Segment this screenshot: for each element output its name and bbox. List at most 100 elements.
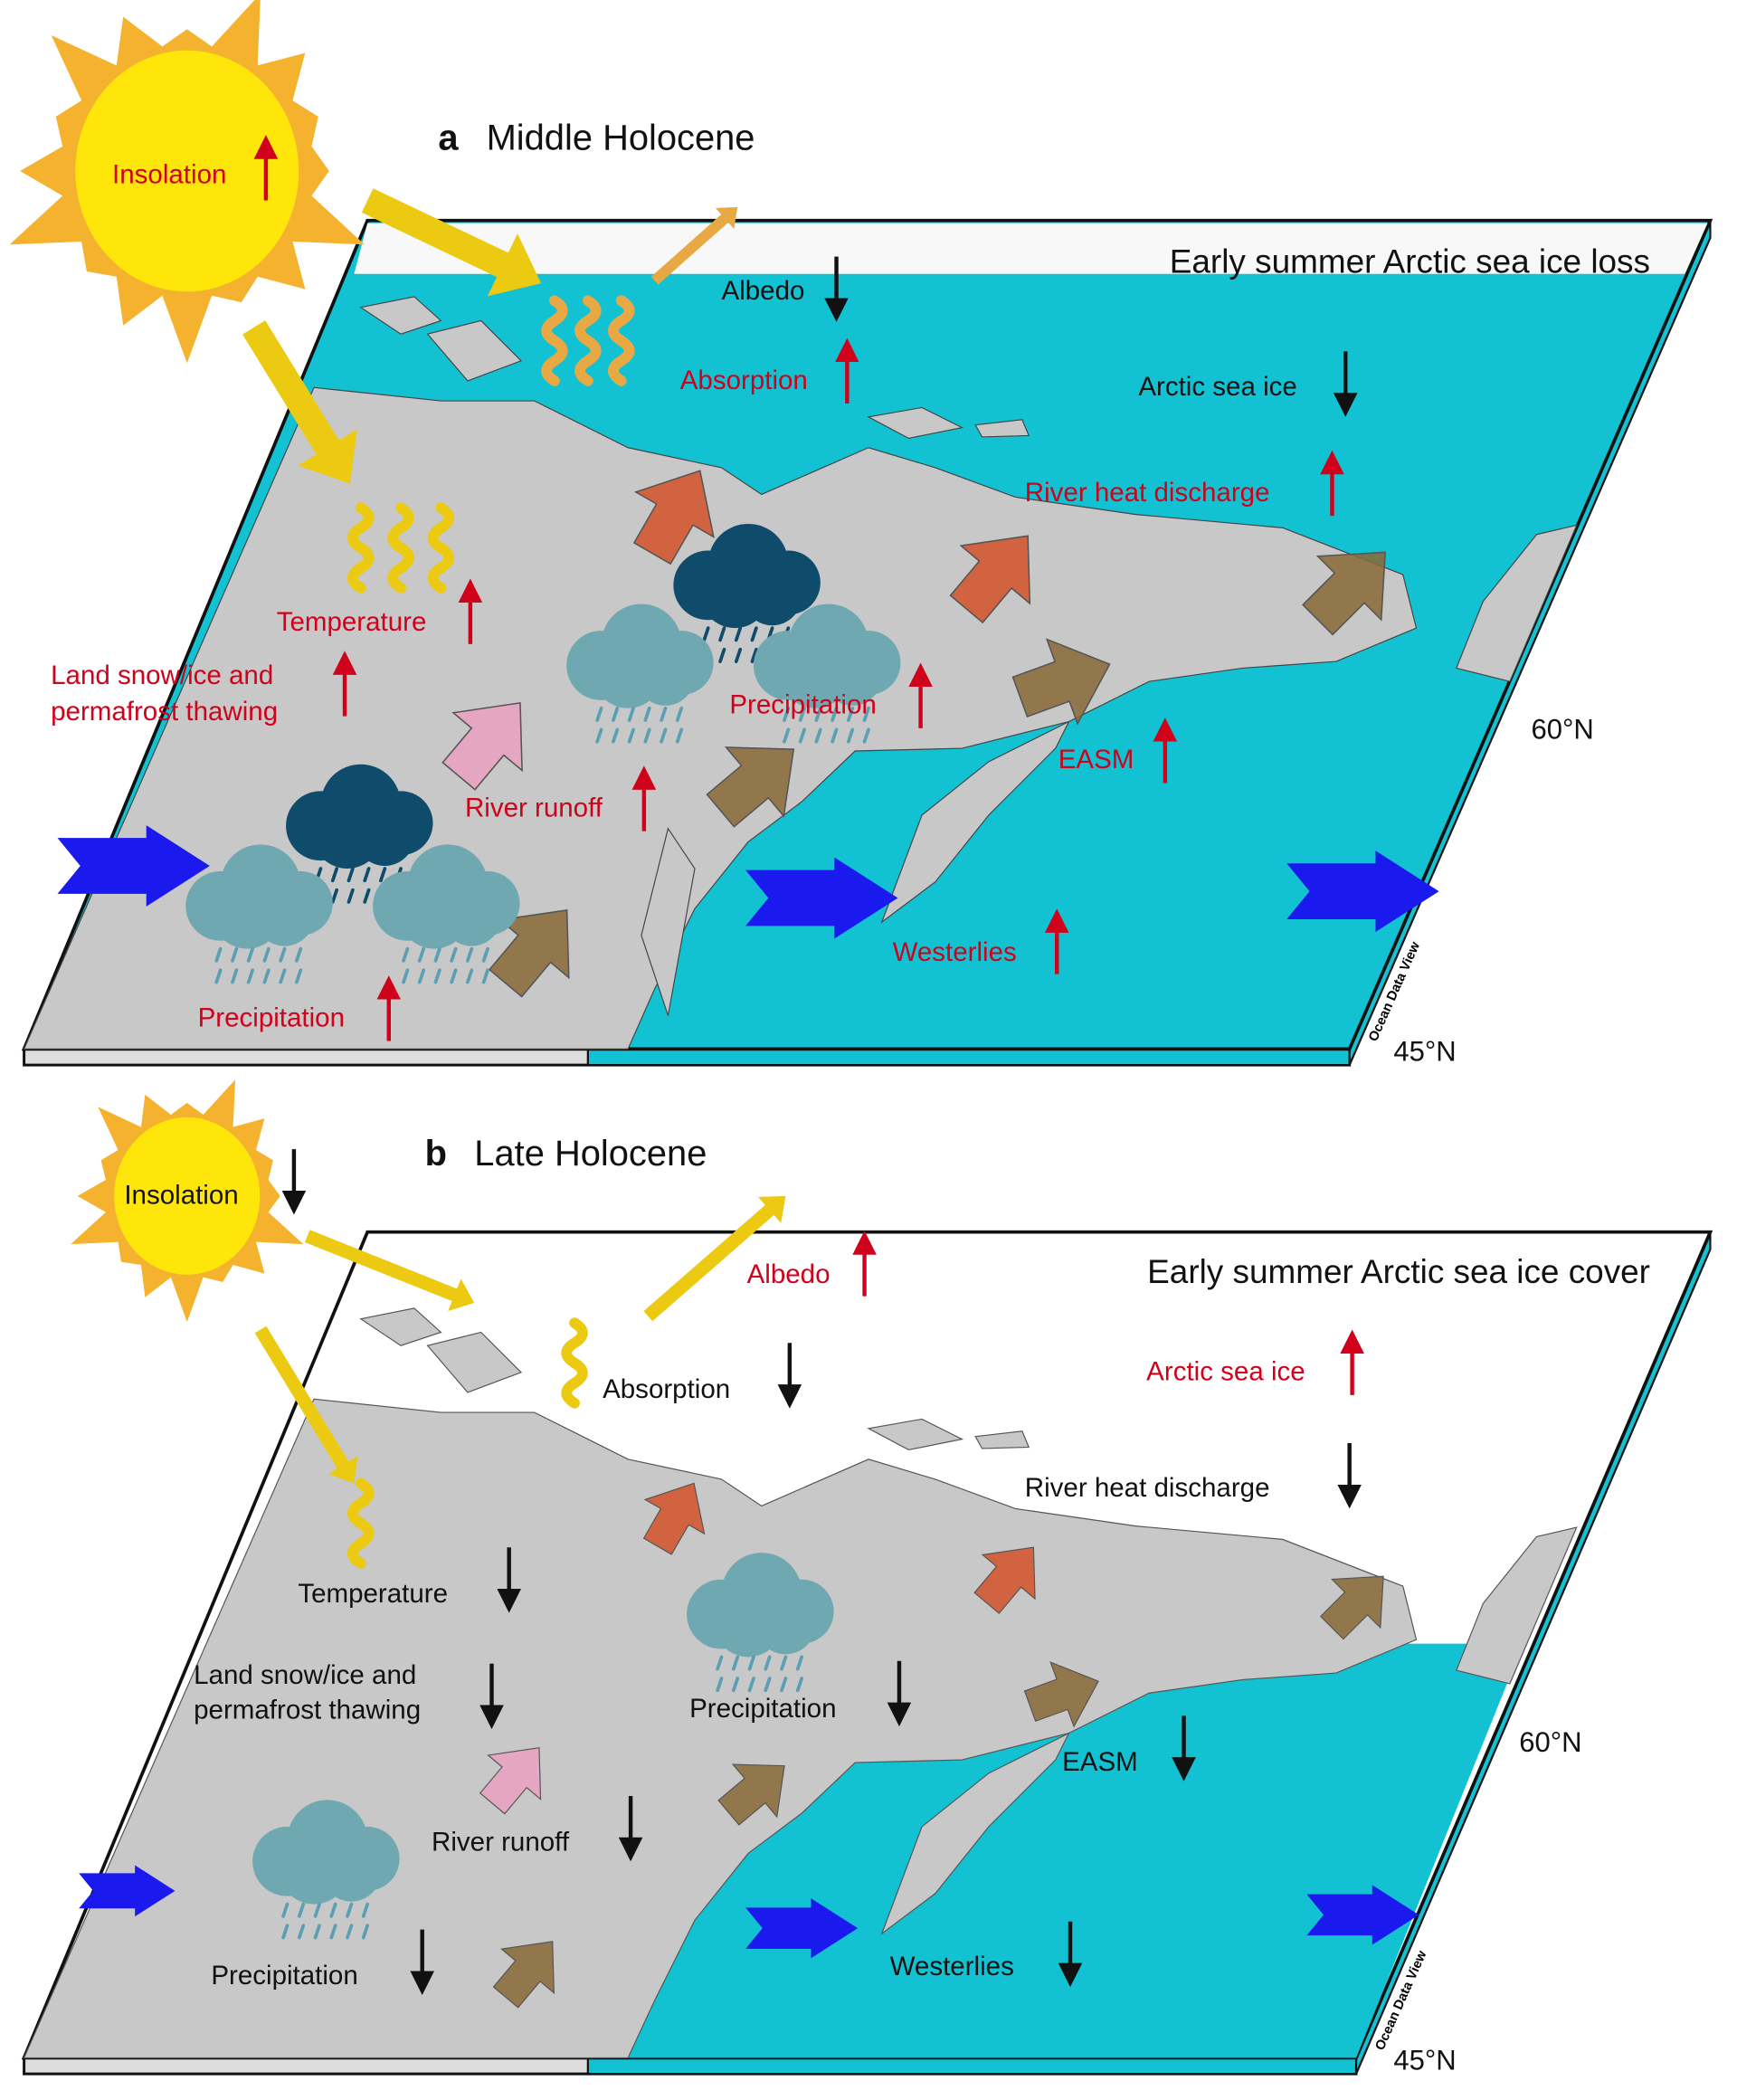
- label-westerlies: Westerlies: [890, 1952, 1014, 1981]
- rain-drop: [862, 727, 870, 744]
- land-mass: [23, 1398, 1418, 2059]
- heat-wave-icon: [387, 502, 414, 594]
- island: [426, 1331, 523, 1393]
- label-river-heat-discharge: River heat discharge: [1025, 478, 1270, 508]
- rain-drop: [361, 1902, 369, 1918]
- rain-drop: [363, 888, 371, 904]
- rain-drop: [433, 946, 441, 963]
- rain-drop: [295, 946, 303, 963]
- rain-drop: [783, 706, 791, 722]
- island: [867, 1418, 964, 1451]
- rain-cloud-icon: [373, 844, 520, 984]
- heat-wave-icon: [347, 1478, 375, 1569]
- label-river-heat-discharge: River heat discharge: [1025, 1473, 1270, 1503]
- cloud-puff: [822, 646, 882, 706]
- rain-drop: [330, 867, 339, 883]
- rain-drop: [231, 946, 239, 963]
- rain-drop: [780, 1655, 788, 1671]
- label-easm: EASM: [1058, 745, 1134, 774]
- rain-drop: [379, 867, 387, 883]
- cloud-puff: [441, 887, 501, 946]
- rain-drop: [417, 968, 426, 984]
- open-ocean: [587, 1643, 1523, 2058]
- rain-drop: [798, 727, 806, 744]
- sunlight-ray-icon: [242, 320, 357, 484]
- rain-drop: [346, 1902, 354, 1918]
- rain-drop: [660, 727, 668, 744]
- eastern-land: [1456, 1526, 1578, 1685]
- label-river-runoff: River runoff: [465, 793, 603, 822]
- label-land-snow-1: Land snow/ice and: [194, 1660, 416, 1690]
- rain-cloud-icon: [252, 1800, 400, 1940]
- rain-drop: [814, 706, 822, 722]
- moisture-transport-arrow-icon: [1302, 551, 1386, 636]
- label-temperature: Temperature: [298, 1579, 448, 1609]
- rain-drop: [262, 946, 271, 963]
- panel-header: Early summer Arctic sea ice loss: [1170, 242, 1650, 280]
- rain-drop: [402, 968, 410, 984]
- rain-drop: [750, 647, 758, 663]
- panel-b-text: b Late Holocene Early summer Arctic sea …: [124, 1134, 1650, 2076]
- island: [867, 406, 964, 440]
- rain-drop: [718, 647, 726, 663]
- rain-drop: [329, 1902, 337, 1918]
- sun-core: [75, 50, 299, 292]
- rain-drop: [281, 1924, 290, 1940]
- rain-drop: [702, 626, 710, 642]
- label-easm: EASM: [1062, 1747, 1138, 1777]
- label-temperature: Temperature: [277, 607, 427, 637]
- sunlight-ray-icon: [361, 188, 542, 297]
- rain-drop: [612, 706, 620, 722]
- cloud-puff: [355, 807, 414, 867]
- panel-a: [21, 188, 1713, 1067]
- rain-drop: [612, 727, 620, 744]
- rain-drop: [450, 946, 458, 963]
- rain-drop: [764, 1677, 772, 1693]
- rain-drop: [466, 968, 474, 984]
- heat-transport-arrow-icon: [973, 1546, 1036, 1614]
- rain-drop: [627, 706, 635, 722]
- rain-drop: [361, 1924, 369, 1940]
- westerlies-arrow-icon: [1306, 1885, 1419, 1945]
- rain-drop: [831, 727, 839, 744]
- rain-drop: [481, 968, 489, 984]
- heat-transport-arrow-icon: [642, 1482, 706, 1555]
- rain-drop: [747, 1677, 755, 1693]
- rain-drop: [660, 706, 668, 722]
- rain-drop: [764, 1655, 772, 1671]
- rain-drop: [731, 1677, 740, 1693]
- moisture-transport-arrow-icon: [492, 1941, 555, 2009]
- label-precipitation-west: Precipitation: [211, 1961, 357, 1991]
- rain-drop: [297, 1924, 306, 1940]
- label-albedo: Albedo: [722, 276, 805, 306]
- westerlies-arrow-icon: [57, 825, 210, 907]
- island: [974, 1430, 1030, 1449]
- label-river-runoff: River runoff: [432, 1828, 570, 1858]
- rain-drop: [279, 946, 287, 963]
- label-absorption: Absorption: [603, 1374, 730, 1404]
- panel-a-text: a Middle Holocene Early summer Arctic se…: [51, 118, 1650, 1067]
- heat-transport-arrow-icon: [949, 535, 1031, 624]
- latitude-45: 45°N: [1393, 2045, 1456, 2076]
- rain-drop: [214, 968, 223, 984]
- rain-drop: [214, 946, 223, 963]
- storm-cloud-icon: [286, 764, 433, 904]
- heat-wave-icon: [427, 502, 455, 594]
- rain-drop: [595, 706, 603, 722]
- river-runoff-arrow-icon: [441, 702, 523, 791]
- label-land-snow-1: Land snow/ice and: [51, 660, 273, 690]
- heat-wave-icon: [574, 295, 602, 386]
- rain-drop: [246, 968, 254, 984]
- rain-drop: [734, 647, 743, 663]
- rain-drop: [450, 968, 458, 984]
- cloud-puff: [755, 1595, 815, 1655]
- rain-drop: [330, 888, 339, 904]
- rain-cloud-icon: [753, 603, 901, 744]
- latitude-60: 60°N: [1519, 1726, 1581, 1758]
- rain-drop: [846, 706, 855, 722]
- rain-drop: [481, 946, 489, 963]
- moisture-transport-arrow-icon: [706, 746, 795, 828]
- rain-drop: [295, 968, 303, 984]
- eastern-land: [1456, 524, 1578, 682]
- label-albedo: Albedo: [747, 1259, 831, 1289]
